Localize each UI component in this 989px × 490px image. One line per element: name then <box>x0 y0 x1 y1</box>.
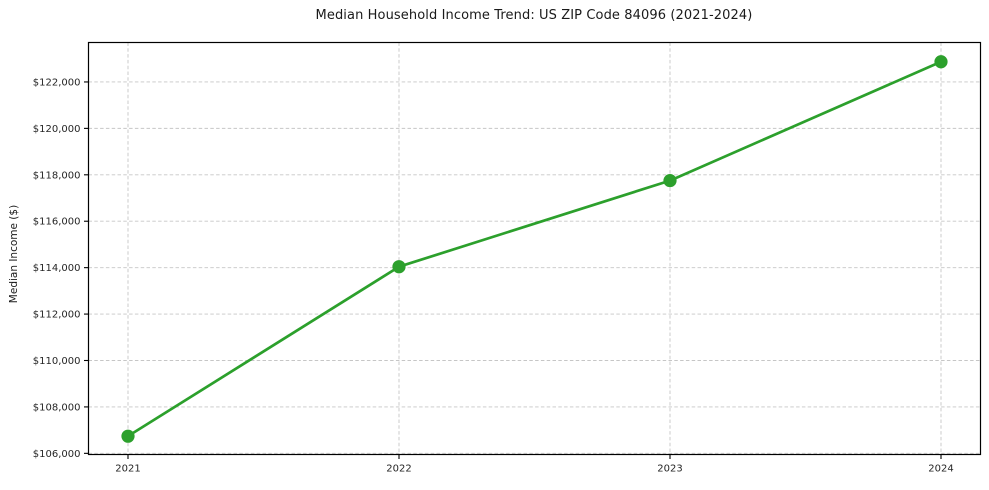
y-tick-label: $120,000 <box>33 124 81 135</box>
data-point-2024 <box>934 55 948 69</box>
y-tick-label: $108,000 <box>33 402 81 413</box>
data-point-2021 <box>121 429 135 443</box>
y-tick-label: $112,000 <box>33 310 81 321</box>
x-tick-label: 2022 <box>386 464 411 475</box>
chart-title: Median Household Income Trend: US ZIP Co… <box>315 8 753 23</box>
y-tick-label: $116,000 <box>33 217 81 228</box>
y-tick-label: $110,000 <box>33 356 81 367</box>
income-trend-line <box>126 60 943 438</box>
data-point-2022 <box>392 260 406 274</box>
plot-border <box>87 41 982 456</box>
y-tick-label: $106,000 <box>33 449 81 460</box>
y-tick-label: $118,000 <box>33 170 81 181</box>
y-tick-label: $122,000 <box>33 77 81 88</box>
x-tick-label: 2023 <box>657 464 682 475</box>
data-point-2023 <box>663 174 677 188</box>
x-tick-label: 2024 <box>928 464 953 475</box>
y-tick-label: $114,000 <box>33 263 81 274</box>
x-tick-label: 2021 <box>115 464 140 475</box>
